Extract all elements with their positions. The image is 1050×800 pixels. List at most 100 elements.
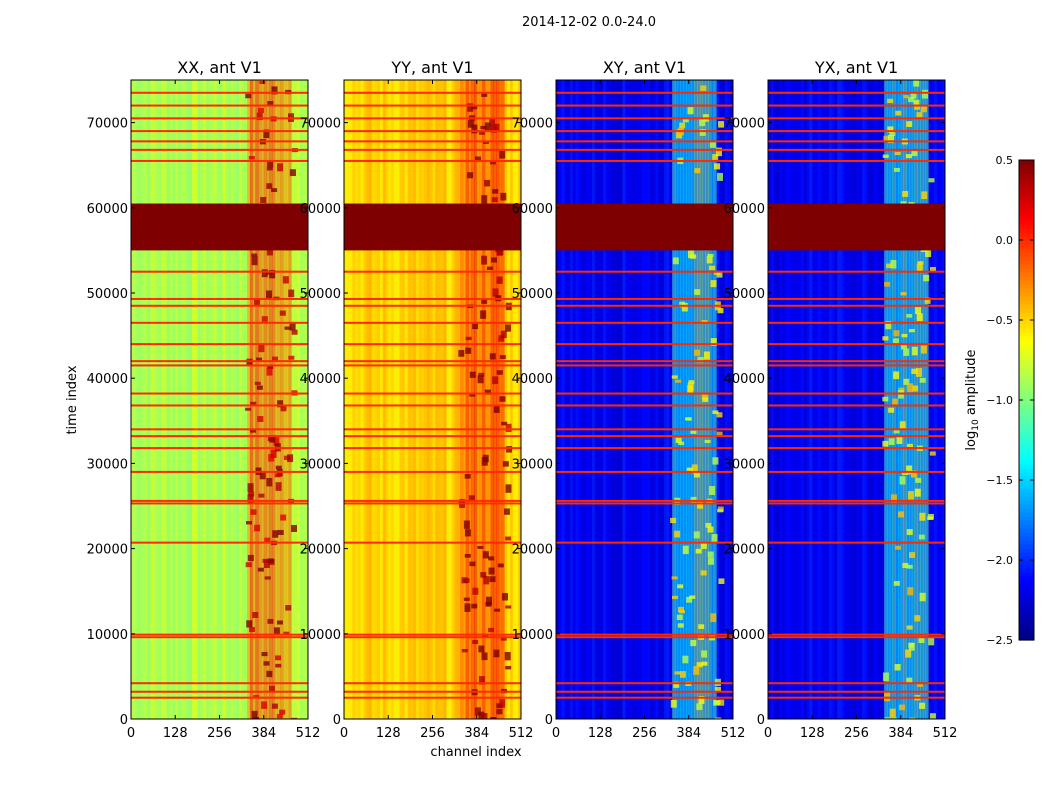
channel-column bbox=[202, 80, 207, 719]
band-feature bbox=[702, 397, 709, 402]
channel-column bbox=[724, 80, 728, 719]
colorbar-segment bbox=[1019, 616, 1034, 621]
band-feature bbox=[464, 603, 471, 612]
band-feature bbox=[266, 246, 273, 256]
band-feature bbox=[712, 410, 719, 414]
band-feature bbox=[482, 551, 489, 559]
colorbar-segment bbox=[1019, 524, 1034, 529]
band-feature bbox=[253, 298, 260, 307]
flagged-row bbox=[131, 447, 308, 450]
channel-column bbox=[933, 80, 938, 719]
band-feature bbox=[700, 542, 707, 549]
colorbar-segment bbox=[1019, 284, 1034, 289]
colorbar-segment bbox=[1019, 504, 1034, 509]
flagged-row bbox=[344, 447, 521, 450]
band-feature bbox=[504, 651, 511, 661]
band-feature bbox=[676, 614, 683, 621]
channel-column bbox=[446, 80, 450, 719]
band-feature bbox=[893, 167, 900, 172]
band-feature bbox=[502, 592, 509, 601]
band-feature bbox=[488, 556, 495, 561]
band-feature bbox=[707, 557, 714, 565]
band-feature bbox=[464, 474, 471, 479]
colorbar-segment bbox=[1019, 628, 1034, 633]
band-feature bbox=[701, 320, 708, 324]
band-feature bbox=[261, 269, 268, 278]
channel-column bbox=[589, 80, 593, 719]
flagged-row bbox=[556, 499, 733, 502]
channel-column bbox=[909, 80, 913, 719]
flagged-row bbox=[768, 159, 945, 162]
channel-column bbox=[238, 80, 243, 719]
band-feature bbox=[893, 581, 900, 586]
channel-column bbox=[440, 80, 445, 719]
channel-column bbox=[677, 80, 681, 719]
band-feature bbox=[888, 407, 895, 413]
flagged-row bbox=[556, 360, 733, 363]
colorbar-segment bbox=[1019, 316, 1034, 321]
flagged-row bbox=[131, 270, 308, 273]
band-feature bbox=[895, 110, 902, 116]
band-feature bbox=[714, 163, 721, 170]
band-feature bbox=[258, 344, 265, 353]
band-feature bbox=[901, 333, 908, 338]
channel-column bbox=[622, 80, 626, 719]
band-feature bbox=[499, 355, 506, 360]
colorbar-segment bbox=[1019, 592, 1034, 597]
colorbar-tick-label: −1.5 bbox=[986, 474, 1013, 487]
x-tick-label: 256 bbox=[844, 726, 869, 741]
flagged-row bbox=[131, 392, 308, 395]
band-feature bbox=[882, 440, 889, 447]
colorbar-segment bbox=[1019, 412, 1034, 417]
band-feature bbox=[906, 529, 913, 536]
flagged-row bbox=[556, 117, 733, 120]
channel-column bbox=[402, 80, 406, 719]
channel-column bbox=[828, 80, 833, 719]
channel-column bbox=[878, 80, 882, 719]
flagged-row bbox=[556, 435, 733, 438]
band-feature bbox=[690, 496, 697, 503]
band-feature bbox=[266, 183, 273, 189]
channel-column bbox=[809, 80, 813, 719]
colorbar-segment bbox=[1019, 332, 1034, 337]
channel-column bbox=[683, 80, 687, 719]
band-feature bbox=[689, 595, 696, 599]
colorbar-segment bbox=[1019, 508, 1034, 513]
y-tick-label: 30000 bbox=[87, 457, 128, 472]
flagged-row bbox=[131, 690, 308, 693]
band-feature bbox=[283, 455, 290, 460]
channel-column bbox=[415, 80, 420, 719]
band-feature bbox=[467, 172, 474, 179]
band-feature bbox=[257, 107, 264, 113]
band-feature bbox=[266, 670, 273, 678]
channel-column bbox=[817, 80, 822, 719]
channel-column bbox=[393, 80, 398, 719]
band-feature bbox=[478, 711, 485, 719]
x-tick-label: 0 bbox=[552, 726, 560, 741]
flagged-row bbox=[344, 392, 521, 395]
band-feature bbox=[911, 151, 918, 157]
figure-suptitle: 2014-12-02 0.0-24.0 bbox=[522, 15, 656, 30]
x-tick-label: 0 bbox=[340, 726, 348, 741]
y-tick-label: 20000 bbox=[724, 543, 765, 558]
band-feature bbox=[250, 509, 257, 515]
flagged-row bbox=[768, 682, 945, 685]
x-tick-label: 128 bbox=[163, 726, 188, 741]
colorbar-segment bbox=[1019, 532, 1034, 537]
channel-column bbox=[421, 80, 425, 719]
channel-column bbox=[776, 80, 780, 719]
channel-column bbox=[344, 80, 348, 719]
channel-column bbox=[719, 80, 723, 719]
channel-column bbox=[191, 80, 196, 719]
flagged-row bbox=[131, 321, 308, 324]
band-feature bbox=[272, 356, 279, 362]
channel-column bbox=[636, 80, 640, 719]
flagged-row bbox=[768, 297, 945, 300]
channel-column bbox=[247, 80, 251, 719]
colorbar-segment bbox=[1019, 528, 1034, 533]
colorbar-segment bbox=[1019, 520, 1034, 525]
band-feature bbox=[267, 618, 274, 624]
y-tick-label: 70000 bbox=[512, 117, 553, 132]
band-feature bbox=[500, 192, 507, 201]
flagged-row bbox=[556, 130, 733, 133]
